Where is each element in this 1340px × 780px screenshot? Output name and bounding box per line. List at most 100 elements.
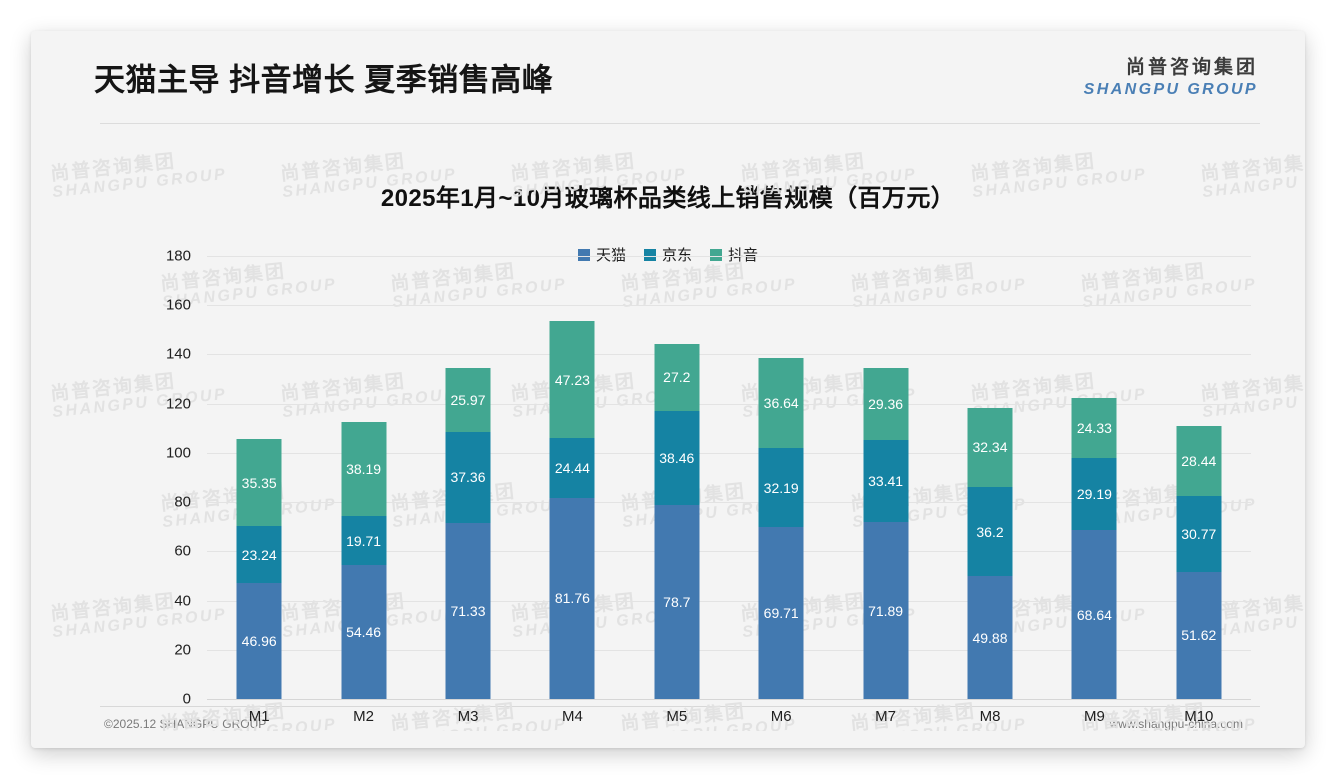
gridline xyxy=(207,354,1251,356)
legend-swatch-icon xyxy=(577,248,590,261)
stacked-bar[interactable]: 81.76 24.44 47.23 xyxy=(549,321,595,699)
bar-segment-抖音[interactable]: 38.19 xyxy=(341,422,387,517)
x-axis-tick-label: M2 xyxy=(353,708,375,725)
bar-segment-京东[interactable]: 29.19 xyxy=(1071,458,1117,531)
legend-item-京东[interactable]: 京东 xyxy=(643,244,692,265)
y-axis-tick-label: 60 xyxy=(174,542,191,560)
bar-segment-抖音[interactable]: 36.64 xyxy=(758,358,804,449)
legend-swatch-icon xyxy=(643,248,656,261)
bar-segment-天猫[interactable]: 49.88 xyxy=(967,576,1013,699)
bar-segment-抖音[interactable]: 32.34 xyxy=(967,407,1013,488)
bar-segment-天猫[interactable]: 68.64 xyxy=(1071,530,1117,699)
bar-value-label: 29.36 xyxy=(868,395,904,412)
bar-segment-京东[interactable]: 37.36 xyxy=(445,431,491,524)
bar-value-label: 32.34 xyxy=(972,439,1008,456)
y-axis-tick-label: 0 xyxy=(182,690,191,708)
bar-value-label: 23.24 xyxy=(241,546,277,563)
bar-value-label: 29.19 xyxy=(1076,486,1112,503)
bar-value-label: 24.33 xyxy=(1076,420,1112,437)
bar-segment-抖音[interactable]: 28.44 xyxy=(1176,426,1222,497)
bar-segment-京东[interactable]: 32.19 xyxy=(758,448,804,528)
bar-segment-京东[interactable]: 24.44 xyxy=(549,437,595,498)
bar-segment-京东[interactable]: 30.77 xyxy=(1176,496,1222,572)
stacked-bar[interactable]: 54.46 19.71 38.19 xyxy=(341,422,387,699)
bar-value-label: 36.2 xyxy=(976,523,1004,540)
bar-group-M3[interactable]: 71.33 37.36 25.97 xyxy=(418,256,518,699)
chart-title: 2025年1月~10月玻璃杯品类线上销售规模（百万元） xyxy=(380,185,956,212)
gridline xyxy=(207,403,1251,405)
bar-segment-抖音[interactable]: 25.97 xyxy=(445,367,491,432)
gridline xyxy=(207,502,1251,504)
bar-segment-抖音[interactable]: 35.35 xyxy=(236,439,282,527)
stacked-bar[interactable]: 51.62 30.77 28.44 xyxy=(1176,426,1222,699)
bar-value-label: 71.33 xyxy=(450,603,486,620)
bar-group-M8[interactable]: 49.88 36.2 32.34 xyxy=(940,256,1040,699)
plot-area: 180 160 140 120 100 80 60 40 20 0 46.96 23.24 35.35… xyxy=(131,248,1251,725)
bar-group-M9[interactable]: 68.64 29.19 24.33 xyxy=(1044,256,1144,699)
bar-group-M7[interactable]: 71.89 33.41 29.36 xyxy=(836,256,936,699)
stacked-bar[interactable]: 69.71 32.19 36.64 xyxy=(758,358,804,699)
x-axis-line xyxy=(207,699,1251,700)
bar-segment-抖音[interactable]: 47.23 xyxy=(549,321,595,438)
bar-group-M10[interactable]: 51.62 30.77 28.44 xyxy=(1149,256,1249,699)
bar-value-label: 69.71 xyxy=(763,605,799,622)
y-axis-tick-label: 120 xyxy=(165,395,191,413)
legend-swatch-icon xyxy=(710,248,722,261)
stacked-bar[interactable]: 71.33 37.36 25.97 xyxy=(445,367,491,699)
bar-segment-抖音[interactable]: 29.36 xyxy=(863,367,909,440)
bar-value-label: 37.36 xyxy=(450,469,486,486)
bar-segment-京东[interactable]: 36.2 xyxy=(967,487,1013,577)
bar-value-label: 54.46 xyxy=(346,623,382,640)
bar-segment-天猫[interactable]: 71.89 xyxy=(863,522,909,699)
bar-segment-天猫[interactable]: 54.46 xyxy=(341,564,387,699)
bar-segment-天猫[interactable]: 46.96 xyxy=(236,583,282,699)
gridline xyxy=(207,600,1251,602)
bar-segment-京东[interactable]: 33.41 xyxy=(863,439,909,523)
bar-value-label: 36.64 xyxy=(763,395,799,412)
bar-value-label: 68.64 xyxy=(1076,606,1112,623)
bar-group-M5[interactable]: 78.7 38.46 27.2 xyxy=(627,256,727,699)
bar-value-label: 38.19 xyxy=(346,461,382,478)
stacked-bar[interactable]: 68.64 29.19 24.33 xyxy=(1071,398,1117,699)
stacked-bar[interactable]: 71.89 33.41 29.36 xyxy=(863,367,909,699)
bar-segment-天猫[interactable]: 78.7 xyxy=(654,505,700,699)
bar-segment-抖音[interactable]: 27.2 xyxy=(654,343,700,411)
logo-text-cn: 尚普咨询集团 xyxy=(1125,57,1258,78)
footer-copyright: ©2025.12 SHANGPU GROUP xyxy=(104,717,267,731)
bar-value-label: 24.44 xyxy=(554,459,590,476)
bar-value-label: 27.2 xyxy=(663,369,691,386)
bar-segment-京东[interactable]: 19.71 xyxy=(341,516,387,565)
bar-segment-天猫[interactable]: 51.62 xyxy=(1176,571,1222,699)
bar-value-label: 30.77 xyxy=(1181,526,1217,543)
chart: 天猫 京东 抖音 180 160 140 120 100 80 60 40 20 0 46.96 23.… xyxy=(31,31,1305,748)
bar-group-M2[interactable]: 54.46 19.71 38.19 xyxy=(314,256,414,699)
legend-item-天猫[interactable]: 天猫 xyxy=(577,244,626,265)
stacked-bar[interactable]: 49.88 36.2 32.34 xyxy=(967,407,1013,699)
bar-group-M4[interactable]: 81.76 24.44 47.23 xyxy=(522,256,622,699)
bar-value-label: 19.71 xyxy=(346,532,382,549)
logo-text-en: SHANGPU GROUP xyxy=(1083,81,1258,98)
stacked-bar[interactable]: 78.7 38.46 27.2 xyxy=(654,343,700,699)
legend-label: 天猫 xyxy=(595,247,626,264)
bar-segment-天猫[interactable]: 81.76 xyxy=(549,497,595,699)
gridline xyxy=(207,452,1251,454)
x-axis-tick-label: M5 xyxy=(666,708,688,725)
legend-item-抖音[interactable]: 抖音 xyxy=(710,244,758,265)
bar-series-container: 46.96 23.24 35.35 54.46 19.71 38.19 71.33 37.36… xyxy=(207,256,1251,699)
slide-footer: ©2025.12 SHANGPU GROUP www.shangpu-china… xyxy=(31,717,1305,747)
x-axis-tick-label: M4 xyxy=(561,708,583,725)
bar-segment-抖音[interactable]: 24.33 xyxy=(1071,398,1117,459)
stacked-bar[interactable]: 46.96 23.24 35.35 xyxy=(236,439,282,699)
footer-website[interactable]: www.shangpu-china.com xyxy=(1109,717,1243,731)
bar-group-M1[interactable]: 46.96 23.24 35.35 xyxy=(209,256,309,699)
bar-segment-京东[interactable]: 38.46 xyxy=(654,410,700,506)
bar-segment-京东[interactable]: 23.24 xyxy=(236,526,282,584)
legend-label: 抖音 xyxy=(728,247,759,264)
bar-value-label: 49.88 xyxy=(972,629,1008,646)
header-divider xyxy=(100,123,1260,124)
brand-logo: 尚普咨询集团 SHANGPU GROUP xyxy=(1084,58,1258,98)
bar-value-label: 32.19 xyxy=(763,479,799,496)
bar-segment-天猫[interactable]: 69.71 xyxy=(758,527,804,699)
bar-segment-天猫[interactable]: 71.33 xyxy=(445,523,491,699)
bar-group-M6[interactable]: 69.71 32.19 36.64 xyxy=(731,256,831,699)
